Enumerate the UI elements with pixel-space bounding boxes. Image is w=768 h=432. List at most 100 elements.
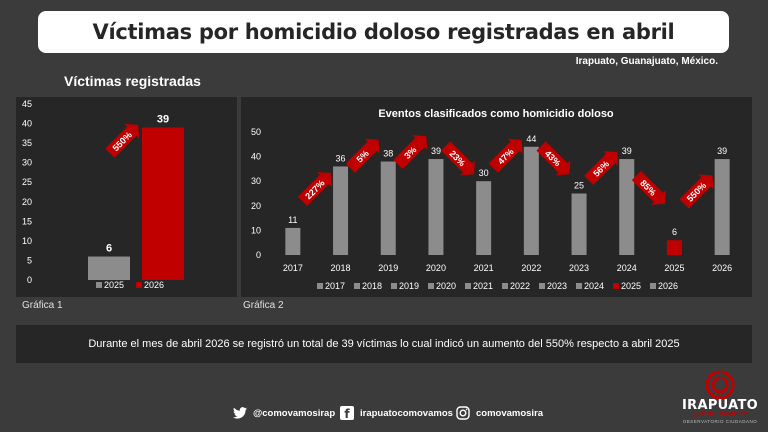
chart2-legend-swatch [650, 283, 656, 289]
chart2-legend-swatch [465, 283, 471, 289]
chart2-bar [380, 161, 396, 255]
chart2-x-tick: 2025 [664, 263, 684, 273]
chart1-y-tick: 25 [22, 177, 32, 187]
chart1-y-tick: 10 [22, 236, 32, 246]
chart2-change-arrow-shape [536, 141, 571, 176]
chart2-legend-swatch [391, 283, 397, 289]
chart1-bar [88, 256, 130, 280]
twitter-link[interactable]: @comovamosirap [233, 406, 335, 420]
chart1-legend-label: 2025 [104, 280, 124, 290]
chart2-x-tick: 2017 [283, 263, 303, 273]
chart1-legend-swatch [136, 282, 142, 288]
chart1-value-label: 39 [157, 113, 169, 125]
chart2-legend-label: 2022 [510, 281, 530, 291]
chart2-legend-swatch [539, 283, 545, 289]
twitter-handle: @comovamosirap [253, 407, 336, 419]
chart1-change-arrow-shape [105, 123, 140, 158]
chart2-bar [523, 146, 539, 255]
chart2-y-tick: 0 [256, 250, 261, 260]
left-chart-heading: Víctimas registradas [64, 73, 201, 89]
logo-tagline: OBSERVATORIO CIUDADANO [682, 419, 758, 424]
chart2-svg: Eventos clasificados como homicidio dolo… [251, 108, 732, 291]
chart2-x-tick: 2024 [617, 263, 637, 273]
chart2-title: Eventos clasificados como homicidio dolo… [378, 108, 614, 120]
chart1-panel: 0 5 10 15 20 25 30 35 40 45 6 39 550% 2025 2026 [16, 97, 237, 297]
chart2-caption: Gráfica 2 [243, 300, 284, 311]
chart2-bar [333, 166, 349, 255]
chart1-y-tick: 20 [22, 197, 32, 207]
logo-subtitle: ¿CÓMO VAMOS? [692, 412, 748, 418]
chart1-y-tick: 30 [22, 158, 32, 168]
chart2-legend-label: 2024 [584, 281, 604, 291]
brand-logo: IRAPUATO ¿CÓMO VAMOS? OBSERVATORIO CIUDA… [680, 370, 760, 426]
chart2-change-arrow: 5% [345, 138, 380, 173]
chart2-bar [428, 159, 444, 255]
chart2-value-label: 36 [336, 153, 346, 163]
title-banner: Víctimas por homicidio doloso registrada… [38, 11, 729, 53]
chart1-bar [142, 127, 184, 280]
chart2-value-label: 39 [622, 146, 632, 156]
chart2-legend-label: 2025 [621, 281, 641, 291]
chart1-y-tick: 40 [22, 119, 32, 129]
chart2-change-arrow-shape [441, 141, 476, 176]
chart2-change-arrow-shape [679, 174, 714, 209]
instagram-icon [456, 406, 470, 420]
chart2-x-tick: 2018 [331, 263, 351, 273]
chart2-change-arrow: 47% [488, 138, 523, 173]
chart2-change-arrow: 43% [536, 141, 571, 176]
chart2-legend-label: 2023 [547, 281, 567, 291]
chart2-value-label: 30 [479, 168, 489, 178]
chart2-change-arrow-shape [393, 135, 428, 170]
page-title: Víctimas por homicidio doloso registrada… [92, 20, 675, 44]
chart2-legend-swatch [428, 283, 434, 289]
chart1-y-tick: 5 [27, 255, 32, 265]
chart2-legend-label: 2018 [362, 281, 382, 291]
chart2-x-tick: 2022 [521, 263, 541, 273]
chart2-y-tick: 40 [251, 152, 261, 162]
chart2-change-arrow: 23% [441, 141, 476, 176]
chart2-x-tick: 2020 [426, 263, 446, 273]
chart2-x-tick: 2019 [378, 263, 398, 273]
chart2-panel: Eventos clasificados como homicidio dolo… [241, 97, 752, 297]
facebook-link[interactable]: f irapuatocomovamos [340, 406, 453, 421]
chart2-x-tick: 2023 [569, 263, 589, 273]
chart2-value-label: 6 [672, 227, 677, 237]
chart1-y-tick: 45 [22, 99, 32, 109]
chart1-y-tick: 15 [22, 216, 32, 226]
chart2-legend-swatch [317, 283, 323, 289]
facebook-icon: f [340, 406, 354, 421]
facebook-handle: irapuatocomovamos [360, 407, 453, 419]
chart2-change-arrow-shape [488, 138, 523, 173]
chart2-change-arrow-shape [345, 138, 380, 173]
chart1-legend-label: 2026 [144, 280, 164, 290]
chart2-legend-label: 2020 [436, 281, 456, 291]
chart2-legend-label: 2017 [325, 281, 345, 291]
chart2-change-arrow: 56% [584, 151, 619, 186]
chart2-y-tick: 30 [251, 176, 261, 186]
chart2-legend-swatch [502, 283, 508, 289]
instagram-link[interactable]: comovamosira [456, 406, 543, 420]
chart2-change-arrow: 3% [393, 135, 428, 170]
chart2-value-label: 25 [574, 181, 584, 191]
chart2-y-tick: 50 [251, 127, 261, 137]
chart2-change-arrow-shape [297, 171, 332, 206]
chart2-x-tick: 2026 [712, 263, 732, 273]
logo-brand-text: IRAPUATO [682, 398, 758, 413]
chart2-bar [619, 159, 635, 255]
chart2-value-label: 39 [717, 146, 727, 156]
chart1-value-label: 6 [106, 243, 112, 255]
chart2-value-label: 38 [383, 149, 393, 159]
chart2-change-arrow: 227% [297, 171, 332, 206]
chart2-y-tick: 20 [251, 201, 261, 211]
chart1-legend-swatch [96, 282, 102, 288]
chart2-value-label: 39 [431, 146, 441, 156]
instagram-handle: comovamosira [476, 407, 544, 419]
chart2-change-arrow-shape [631, 170, 666, 205]
chart2-bar [666, 240, 682, 255]
chart2-change-arrow: 85% [631, 170, 666, 205]
summary-text: Durante el mes de abril 2026 se registró… [16, 325, 752, 363]
chart1-y-tick: 35 [22, 138, 32, 148]
chart2-x-tick: 2021 [474, 263, 494, 273]
chart2-legend-label: 2019 [399, 281, 419, 291]
